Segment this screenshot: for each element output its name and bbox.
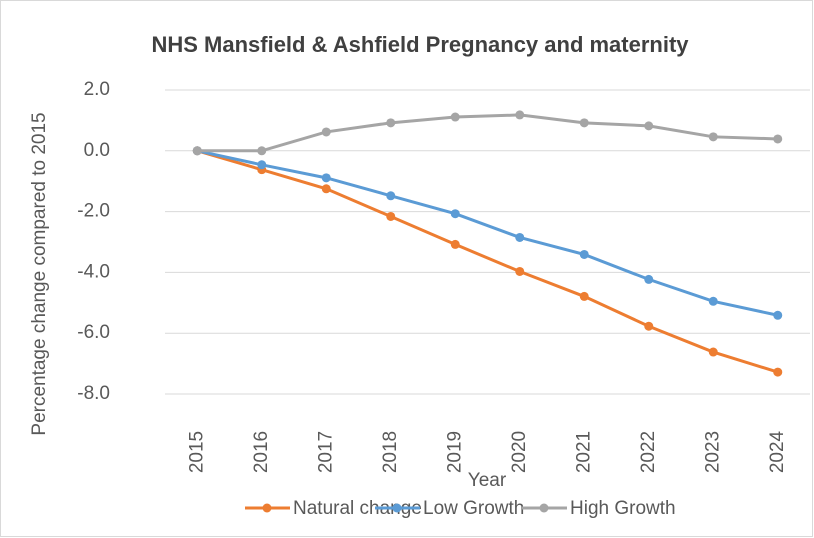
x-tick-label: 2022 — [638, 431, 659, 473]
series-line — [196, 149, 779, 317]
point — [708, 347, 718, 357]
x-tick-label: 2016 — [251, 431, 272, 473]
point — [515, 110, 525, 120]
point — [321, 173, 331, 183]
point — [450, 112, 460, 122]
legend-label: High Growth — [570, 498, 676, 519]
legend-label: Natural change — [293, 498, 422, 519]
point — [773, 310, 783, 320]
point — [515, 232, 525, 242]
y-tick-label: 2.0 — [84, 79, 110, 100]
point — [386, 118, 396, 128]
x-tick-label: 2021 — [573, 431, 594, 473]
point — [773, 367, 783, 377]
x-axis-title: Year — [468, 470, 507, 491]
point — [579, 249, 589, 259]
legend-label: Low Growth — [423, 498, 524, 519]
point — [515, 266, 525, 276]
x-tick-label: 2017 — [315, 431, 336, 473]
series-line — [196, 149, 779, 374]
point — [257, 146, 267, 156]
x-tick-label: 2024 — [767, 430, 788, 473]
y-tick-label: -2.0 — [77, 201, 110, 222]
point — [708, 296, 718, 306]
y-tick-label: -6.0 — [77, 322, 110, 343]
y-tick-label: -8.0 — [77, 383, 110, 404]
point — [708, 132, 718, 142]
x-tick-label: 2018 — [380, 431, 401, 473]
legend-marker — [262, 503, 272, 513]
y-tick-label: 0.0 — [84, 140, 110, 161]
point — [257, 160, 267, 170]
point — [192, 146, 202, 156]
chart-title: NHS Mansfield & Ashfield Pregnancy and m… — [151, 32, 689, 57]
y-axis-title: Percentage change compared to 2015 — [29, 112, 50, 435]
point — [644, 274, 654, 284]
y-tick-label: -4.0 — [77, 261, 110, 282]
point — [321, 127, 331, 137]
x-tick-label: 2023 — [702, 431, 723, 473]
x-tick-label: 2015 — [186, 431, 207, 473]
point — [579, 291, 589, 301]
point — [450, 239, 460, 249]
point — [773, 134, 783, 144]
legend-marker — [539, 503, 549, 513]
point — [321, 184, 331, 194]
point — [644, 321, 654, 331]
point — [386, 191, 396, 201]
x-tick-label: 2019 — [444, 431, 465, 473]
series-line — [197, 113, 778, 153]
point — [386, 211, 396, 221]
point — [579, 118, 589, 128]
point — [450, 209, 460, 219]
x-tick-label: 2020 — [509, 431, 530, 473]
legend-marker — [392, 503, 402, 513]
point — [644, 121, 654, 131]
